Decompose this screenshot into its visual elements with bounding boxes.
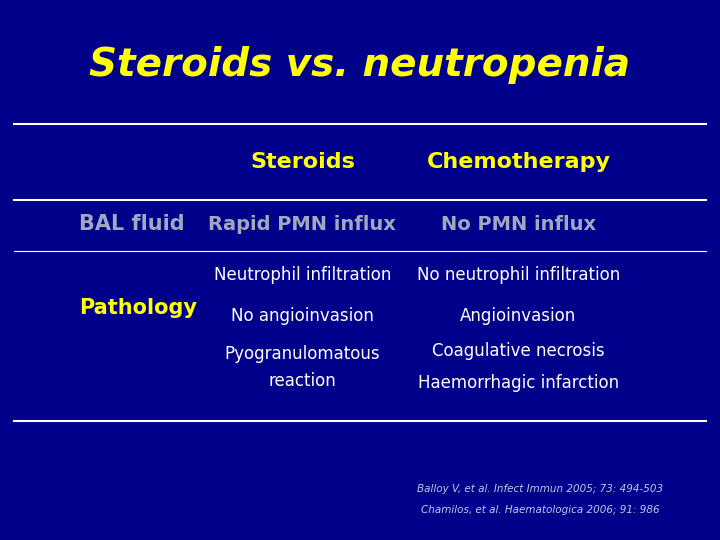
Text: BAL fluid: BAL fluid [79,214,185,234]
Text: No neutrophil infiltration: No neutrophil infiltration [417,266,620,285]
Text: No angioinvasion: No angioinvasion [231,307,374,325]
Text: Pyogranulomatous: Pyogranulomatous [225,345,380,363]
Text: Steroids vs. neutropenia: Steroids vs. neutropenia [89,46,631,84]
Text: Coagulative necrosis: Coagulative necrosis [432,342,605,360]
Text: Chamilos, et al. Haematologica 2006; 91: 986: Chamilos, et al. Haematologica 2006; 91:… [420,505,660,515]
Text: Balloy V, et al. Infect Immun 2005; 73: 494-503: Balloy V, et al. Infect Immun 2005; 73: … [417,484,663,494]
Text: No PMN influx: No PMN influx [441,214,596,234]
Text: Rapid PMN influx: Rapid PMN influx [209,214,396,234]
Text: Neutrophil infiltration: Neutrophil infiltration [214,266,391,285]
Text: Haemorrhagic infarction: Haemorrhagic infarction [418,374,619,393]
Text: Angioinvasion: Angioinvasion [460,307,577,325]
Text: Steroids: Steroids [250,152,355,172]
Text: Chemotherapy: Chemotherapy [426,152,611,172]
Text: reaction: reaction [269,372,336,390]
Text: Pathology: Pathology [79,298,197,318]
